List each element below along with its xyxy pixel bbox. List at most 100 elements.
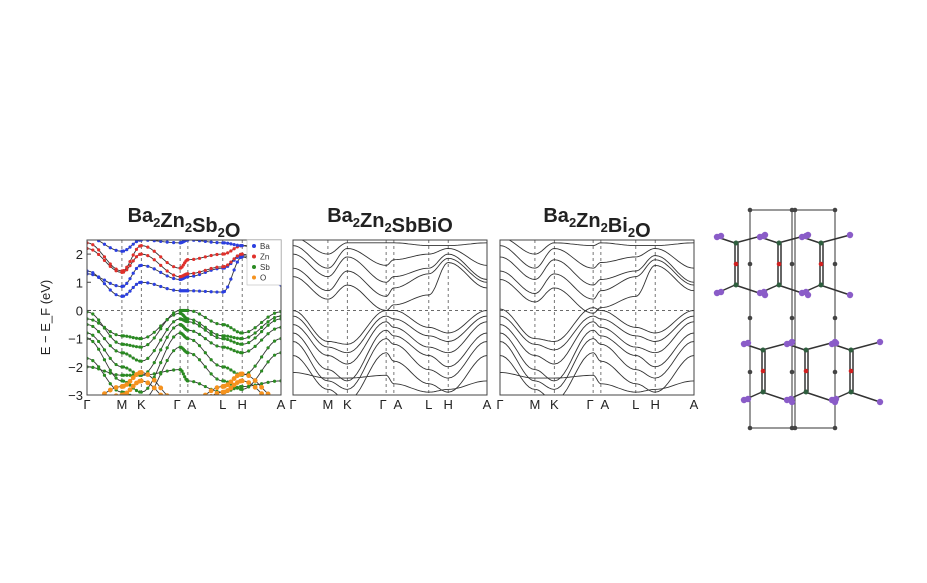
atom-o — [848, 368, 854, 374]
projection-point-ba — [134, 282, 139, 286]
projection-point-sb — [272, 339, 277, 343]
projection-point-sb — [114, 376, 118, 380]
projection-point-zn — [128, 264, 132, 268]
projection-point-sb — [146, 343, 150, 347]
projection-point-sb — [128, 343, 132, 347]
kpoint-label: K — [550, 397, 559, 412]
projection-point-zn — [222, 264, 227, 269]
projection-point-sb — [197, 332, 202, 337]
kpoint-label: A — [188, 397, 197, 412]
legend-marker-sb — [252, 265, 256, 269]
projection-point-sb — [197, 382, 202, 386]
band-line — [500, 264, 694, 314]
projection-point-sb — [192, 353, 196, 357]
bond — [849, 341, 881, 351]
atom-ba — [744, 339, 752, 347]
projection-point-sb — [235, 385, 239, 389]
projection-point-zn — [131, 253, 135, 257]
projection-point-zn — [102, 258, 107, 263]
projection-point-zn — [114, 267, 118, 271]
projection-point-o — [158, 385, 164, 391]
title-segment: Ba — [128, 205, 154, 227]
projection-point-sb — [125, 352, 129, 356]
projection-point-ba — [102, 242, 107, 246]
legend-marker-zn — [252, 254, 256, 259]
projection-point-zn — [152, 249, 156, 253]
projection-point-sb — [128, 335, 132, 339]
projection-point-ba — [152, 282, 156, 286]
projection-point-o — [158, 392, 164, 395]
projection-point-sb — [186, 337, 190, 341]
projection-point-sb — [240, 331, 244, 335]
projection-point-sb — [203, 384, 207, 389]
projection-point-sb — [266, 346, 270, 350]
projection-point-sb — [240, 351, 244, 355]
projection-point-ba — [108, 246, 112, 250]
projection-point-sb — [215, 344, 219, 348]
projection-point-sb — [215, 377, 219, 381]
projection-point-o — [265, 391, 271, 395]
bond — [849, 391, 881, 403]
projection-point-ba — [102, 278, 107, 282]
kpoint-label: H — [651, 397, 660, 412]
projection-point-zn — [165, 260, 169, 265]
projection-point-sb — [159, 370, 163, 375]
projection-point-sb — [232, 387, 236, 391]
projection-point-sb — [125, 366, 129, 370]
projection-point-sb — [121, 334, 126, 338]
projection-point-zn — [192, 257, 196, 261]
plot-frame — [86, 239, 282, 396]
band-line — [293, 310, 487, 345]
projection-point-zn — [172, 273, 176, 277]
projection-point-sb — [203, 337, 207, 341]
projection-point-ba — [108, 288, 112, 292]
atom-sb — [789, 261, 795, 267]
projection-point-sb — [260, 338, 264, 342]
projection-point-ba — [121, 294, 126, 298]
atom-ba — [717, 232, 725, 240]
projection-point-o — [124, 382, 130, 387]
subscript: 2 — [384, 220, 391, 235]
projection-point-o — [90, 403, 95, 408]
projection-point-sb — [222, 323, 227, 327]
atom-sb — [747, 425, 753, 431]
projection-point-sb — [209, 341, 213, 345]
band-line — [293, 253, 487, 283]
kpoint-label: A — [277, 397, 286, 412]
projection-point-o — [90, 397, 95, 402]
projection-point-zn — [197, 270, 202, 274]
projection-point-sb — [102, 358, 107, 362]
projection-point-sb — [165, 318, 169, 322]
kpoint-label: H — [444, 397, 453, 412]
projection-point-sb — [247, 329, 251, 334]
projection-point-sb — [128, 373, 132, 377]
band-line — [500, 315, 694, 351]
atom-ba — [846, 291, 854, 299]
projection-point-sb — [235, 330, 239, 334]
projection-point-sb — [159, 338, 163, 342]
projection-point-sb — [121, 373, 126, 377]
atom-sb — [792, 425, 798, 431]
plot-frame — [292, 239, 488, 396]
projection-point-sb — [266, 320, 270, 324]
projection-point-sb — [186, 320, 190, 324]
projection-point-zn — [172, 265, 176, 269]
atom-ba — [744, 395, 752, 403]
projection-point-sb — [229, 368, 233, 372]
atom-ba — [760, 232, 768, 240]
projection-point-sb — [222, 379, 227, 383]
projection-point-o — [203, 398, 208, 403]
projection-point-sb — [97, 318, 101, 322]
projection-point-sb — [139, 390, 143, 394]
title-segment: O — [225, 220, 241, 242]
projection-point-sb — [152, 336, 156, 340]
projection-point-ba — [134, 266, 139, 271]
projection-point-zn — [102, 255, 107, 259]
projection-point-o — [239, 378, 245, 384]
legend-label: Sb — [260, 263, 270, 272]
kpoint-label: M — [322, 397, 333, 412]
projection-point-zn — [165, 269, 169, 273]
band-line — [500, 259, 694, 300]
